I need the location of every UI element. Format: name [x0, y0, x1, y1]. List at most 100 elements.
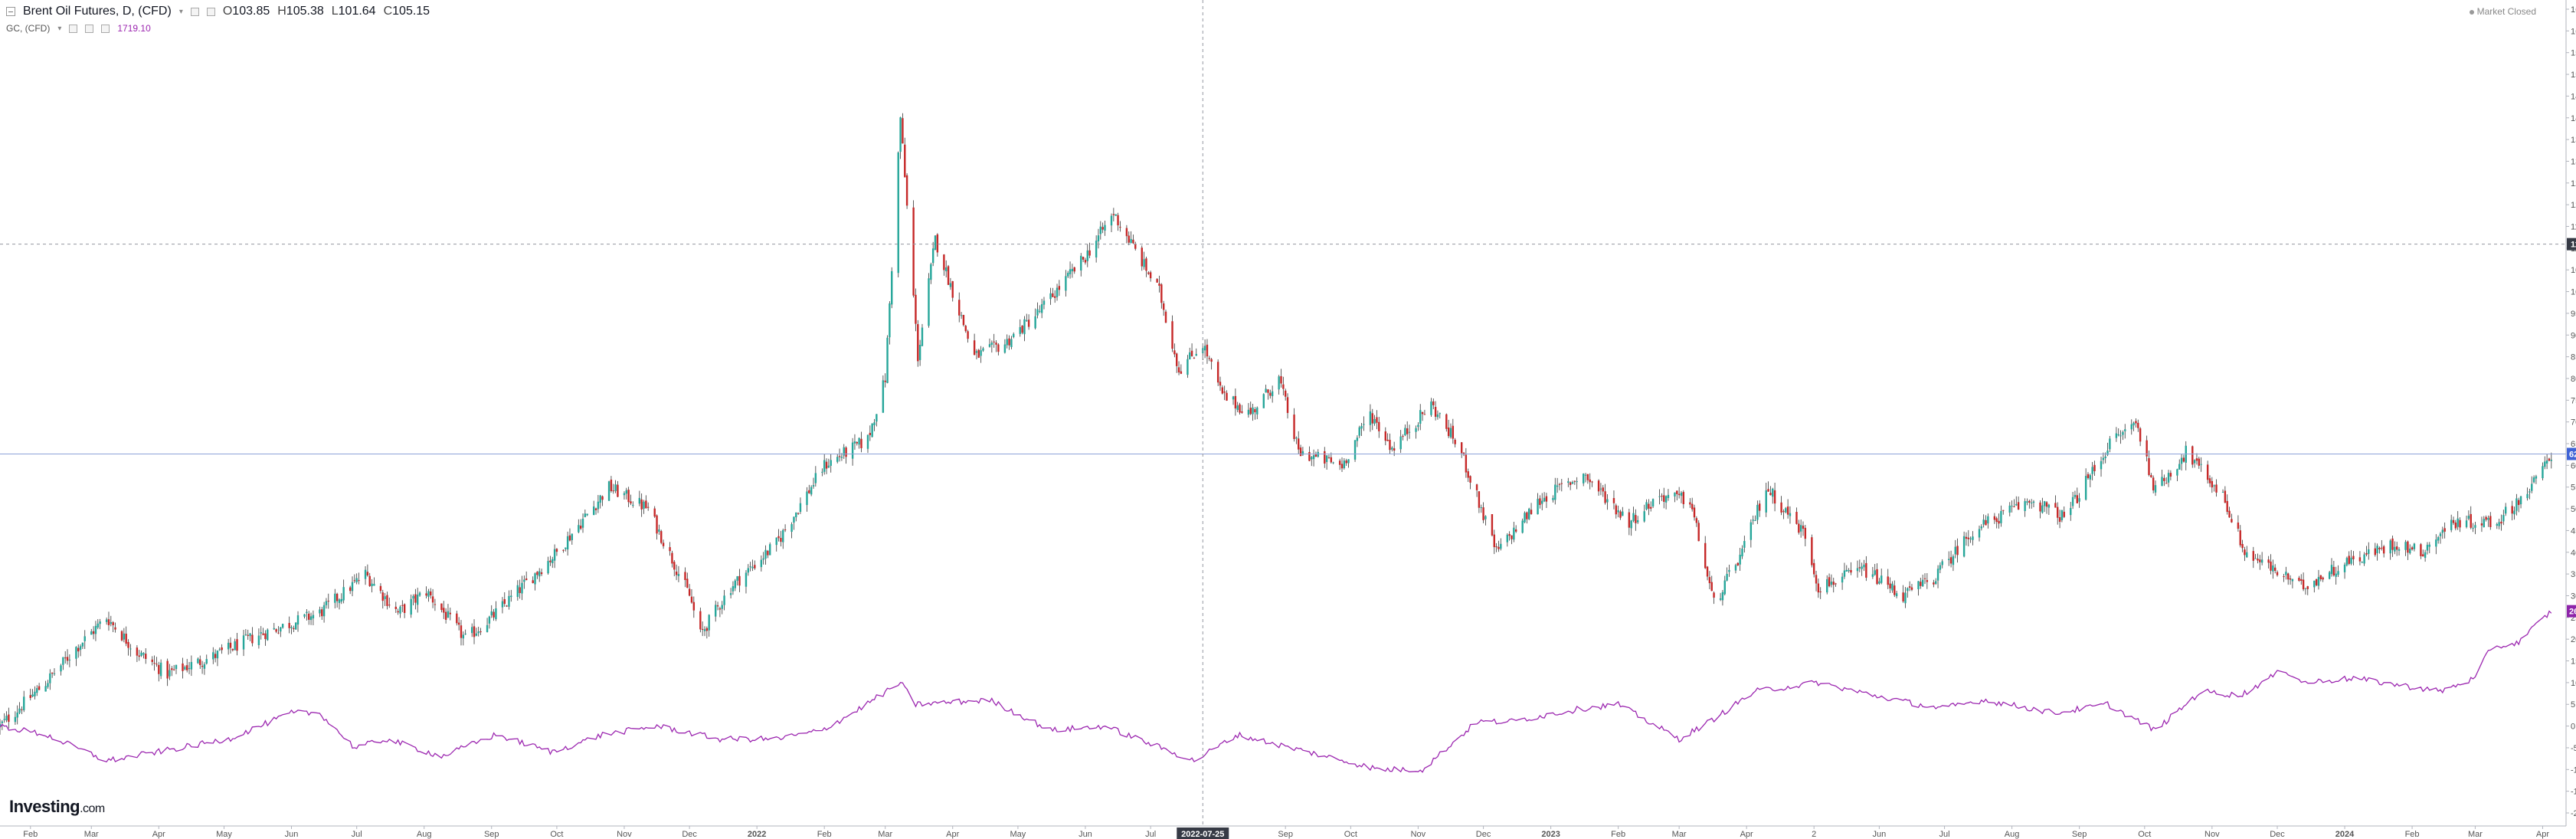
candle-body	[669, 547, 671, 552]
candle-body	[1615, 505, 1617, 515]
candle-body	[2407, 541, 2409, 553]
candle-body	[1419, 410, 1422, 424]
candle-body	[638, 497, 641, 504]
candle-body	[943, 254, 945, 270]
candle-body	[140, 652, 142, 657]
time-axis-label: Nov	[617, 830, 632, 839]
candle-body	[2167, 473, 2170, 483]
candle-body	[2198, 458, 2200, 466]
candle-body	[1741, 548, 1743, 557]
candle-body	[105, 619, 108, 622]
candle-body	[2211, 480, 2214, 488]
candle-body	[306, 611, 308, 614]
collapse-icon[interactable]	[6, 7, 15, 16]
candle-body	[1112, 214, 1115, 215]
candle-body	[1049, 293, 1052, 300]
candle-body	[145, 654, 147, 659]
candle-body	[49, 673, 51, 683]
candle-body	[1262, 394, 1265, 408]
candle-body	[136, 647, 139, 656]
time-axis-label: Jun	[1873, 830, 1887, 839]
candle-body	[990, 342, 993, 345]
time-axis-label: Oct	[2138, 830, 2151, 839]
close-icon[interactable]	[206, 7, 215, 16]
candle-body	[1871, 574, 1874, 577]
candle-body	[2485, 516, 2487, 520]
candle-body	[1445, 414, 1448, 429]
candle-body	[997, 344, 1000, 352]
candle-body	[1176, 353, 1178, 366]
candle-body	[1299, 447, 1302, 457]
candle-body	[2352, 556, 2355, 559]
settings-icon[interactable]	[190, 7, 199, 16]
candle-body	[431, 596, 434, 603]
candle-body	[447, 611, 450, 618]
close-icon[interactable]	[101, 24, 110, 33]
chevron-down-icon[interactable]: ▾	[57, 24, 62, 33]
compare-symbol[interactable]: GC, (CFD)	[6, 23, 51, 34]
candle-body	[568, 535, 571, 541]
candle-body	[1528, 508, 1530, 519]
chevron-down-icon[interactable]: ▾	[178, 7, 183, 16]
candle-body	[782, 529, 784, 542]
candle-body	[519, 587, 521, 593]
candle-body	[1939, 565, 1942, 570]
candle-body	[640, 499, 643, 510]
candle-body	[2332, 566, 2335, 575]
candle-body	[418, 592, 421, 596]
candle-body	[1043, 300, 1046, 305]
time-axis-label: Aug	[417, 830, 432, 839]
candle-body	[1423, 414, 1426, 415]
last-price-tag-label: 62.63%	[2569, 450, 2576, 459]
candle-body	[869, 432, 872, 435]
candle-body	[1513, 527, 1515, 540]
candle-body	[525, 578, 528, 581]
candle-body	[951, 281, 954, 298]
candle-body	[107, 619, 110, 625]
candle-body	[516, 585, 519, 598]
time-axis[interactable]: Feb Mar Apr May Jun Jul Aug Sep Oct Nov Dec 2022 Feb…	[0, 825, 2566, 839]
candle-body	[1056, 287, 1059, 297]
candle-body	[2139, 428, 2142, 442]
candle-body	[2267, 559, 2270, 563]
candle-body	[2032, 501, 2035, 503]
candle-body	[349, 587, 352, 592]
candle-body	[2191, 446, 2194, 465]
candle-body	[480, 631, 482, 633]
candle-body	[1128, 235, 1130, 243]
candle-body	[2287, 573, 2290, 580]
price-axis-label: -15.00%	[2571, 788, 2576, 797]
candle-body	[1795, 512, 1798, 524]
candle-body	[1073, 267, 1075, 272]
candle-body	[2498, 522, 2500, 526]
candle-body	[2489, 516, 2492, 527]
time-axis-label: Feb	[2405, 830, 2420, 839]
candle-body	[982, 348, 984, 351]
candle-body	[1399, 436, 1402, 450]
candle-body	[260, 632, 262, 634]
candle-body	[980, 350, 982, 356]
candle-body	[2180, 457, 2183, 464]
candle-body	[1982, 519, 1985, 525]
time-axis-label: Nov	[1411, 830, 1426, 839]
candle-body	[410, 598, 412, 615]
visibility-icon[interactable]	[69, 24, 78, 33]
price-axis[interactable]: 165.00% 160.00% 155.00% 150.00% 145.00% 140.0…	[2565, 0, 2576, 826]
candle-body	[1384, 431, 1386, 441]
candle-body	[2487, 517, 2489, 520]
candle-body	[2532, 477, 2535, 483]
candle-body	[2358, 557, 2362, 562]
candle-body	[1373, 419, 1376, 424]
candle-body	[214, 654, 217, 658]
symbol-title[interactable]: Brent Oil Futures, D, (CFD)	[23, 5, 172, 18]
candle-body	[473, 626, 476, 637]
settings-icon[interactable]	[85, 24, 94, 33]
investing-logo[interactable]: Investing.com	[9, 797, 105, 817]
candle-body	[1371, 413, 1373, 424]
candle-body	[540, 572, 543, 575]
candle-body	[2459, 519, 2461, 528]
candle-body	[1539, 498, 1541, 506]
candle-body	[227, 642, 230, 650]
candle-body	[964, 326, 967, 332]
